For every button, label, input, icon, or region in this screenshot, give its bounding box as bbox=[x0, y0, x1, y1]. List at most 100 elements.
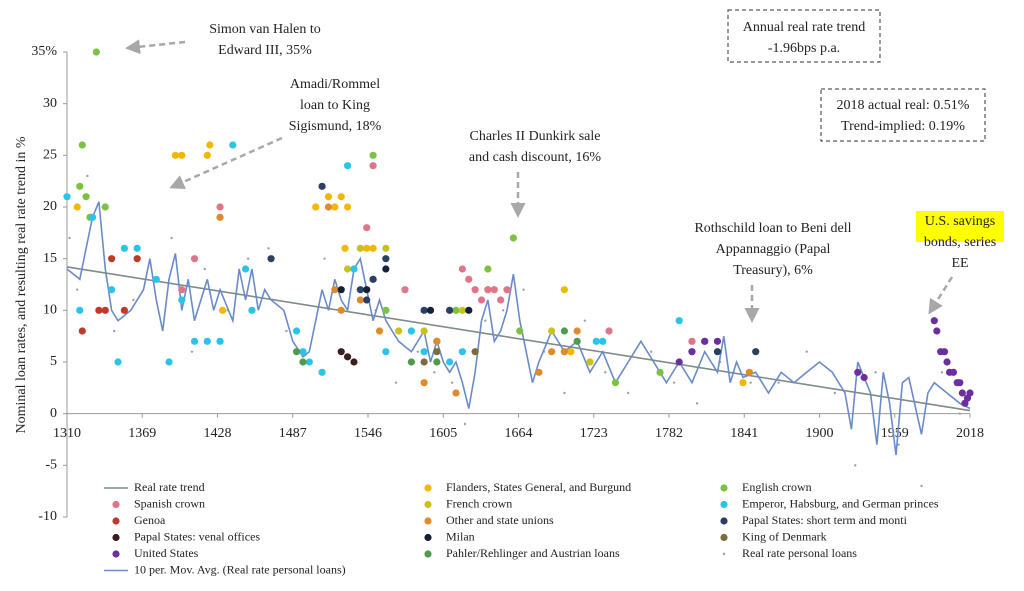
highlight bbox=[916, 211, 1004, 242]
annotation: Charles II Dunkirk sale bbox=[469, 129, 600, 144]
legend-swatch bbox=[722, 552, 726, 556]
point bbox=[420, 327, 428, 335]
small-point bbox=[484, 319, 487, 322]
point bbox=[120, 306, 128, 314]
x-tick-label: 1487 bbox=[279, 426, 307, 441]
point bbox=[341, 244, 349, 252]
small-point bbox=[626, 391, 630, 395]
point bbox=[369, 162, 377, 170]
small-point bbox=[68, 236, 71, 240]
point bbox=[78, 141, 86, 149]
small-point bbox=[501, 309, 505, 312]
point bbox=[312, 203, 320, 211]
small-point bbox=[805, 350, 808, 353]
x-tick-label: 1664 bbox=[505, 426, 533, 441]
annotation: Appannaggio (Papal bbox=[716, 242, 831, 257]
y-tick-label: 5 bbox=[50, 354, 57, 369]
small-point bbox=[695, 402, 699, 405]
small-point bbox=[583, 319, 587, 322]
point bbox=[101, 306, 109, 314]
legend-swatch bbox=[424, 533, 432, 542]
legend-swatch bbox=[720, 533, 728, 542]
small-point bbox=[433, 371, 436, 374]
point bbox=[343, 162, 352, 170]
point bbox=[382, 348, 390, 356]
small-point bbox=[897, 443, 900, 446]
y-tick-label: 35% bbox=[31, 44, 57, 59]
legend-label: English crown bbox=[742, 480, 812, 494]
small-point bbox=[285, 329, 288, 333]
x-tick-label: 1428 bbox=[204, 426, 232, 441]
line-series bbox=[66, 266, 971, 412]
point bbox=[73, 203, 81, 211]
x-tick-label: 1782 bbox=[655, 426, 683, 441]
annotation: loan to King bbox=[300, 98, 370, 113]
legend-label: Genoa bbox=[134, 513, 166, 527]
legend-swatch bbox=[720, 484, 728, 492]
point bbox=[356, 244, 364, 252]
point bbox=[76, 182, 84, 190]
point bbox=[350, 265, 358, 273]
small-point bbox=[203, 267, 206, 271]
point bbox=[203, 337, 211, 345]
point bbox=[484, 265, 492, 273]
point bbox=[63, 193, 71, 201]
small-point bbox=[749, 381, 752, 384]
point bbox=[713, 348, 722, 356]
point bbox=[331, 286, 339, 294]
point bbox=[216, 203, 224, 211]
legend-label: French crown bbox=[446, 496, 512, 510]
x-tick-label: 1723 bbox=[580, 426, 608, 441]
point bbox=[382, 265, 390, 273]
small-point bbox=[416, 350, 419, 353]
point bbox=[248, 306, 256, 314]
annotation: U.S. savings bbox=[925, 214, 995, 229]
annotation: Trend-implied: 0.19% bbox=[841, 119, 965, 134]
legend-swatch bbox=[112, 500, 120, 509]
point bbox=[452, 306, 460, 314]
point bbox=[860, 373, 868, 382]
legend-label: Emperor, Habsburg, and German princes bbox=[742, 496, 939, 510]
point bbox=[484, 286, 492, 294]
point bbox=[171, 151, 180, 159]
point bbox=[343, 203, 352, 211]
point bbox=[420, 379, 428, 387]
point bbox=[426, 306, 435, 314]
annotation: EE bbox=[951, 256, 968, 271]
point bbox=[458, 306, 466, 314]
point bbox=[190, 255, 199, 263]
legend-swatch bbox=[112, 517, 120, 525]
legend-label: 10 per. Mov. Avg. (Real rate personal lo… bbox=[134, 562, 346, 576]
small-point bbox=[777, 381, 780, 384]
y-tick-label: 20 bbox=[43, 199, 57, 214]
y-tick-label: 0 bbox=[50, 406, 57, 421]
point bbox=[548, 327, 556, 335]
point bbox=[688, 348, 696, 356]
y-tick-label: 30 bbox=[43, 96, 57, 111]
point bbox=[573, 337, 581, 345]
point bbox=[216, 337, 224, 345]
point bbox=[966, 389, 974, 397]
legend-label: King of Denmark bbox=[742, 529, 827, 543]
point bbox=[611, 379, 620, 387]
point bbox=[375, 327, 384, 335]
legend-swatch bbox=[112, 550, 120, 558]
point bbox=[343, 265, 352, 273]
point bbox=[165, 358, 173, 366]
legend-label: Papal States: short term and monti bbox=[742, 513, 908, 527]
point bbox=[446, 358, 454, 366]
point bbox=[299, 358, 307, 366]
point bbox=[509, 234, 517, 242]
y-tick-label: 10 bbox=[43, 303, 57, 318]
point bbox=[433, 358, 441, 366]
legend-label: Papal States: venal offices bbox=[134, 529, 260, 543]
small-point bbox=[394, 381, 398, 384]
point bbox=[382, 255, 390, 263]
point bbox=[337, 193, 345, 201]
small-point bbox=[267, 247, 270, 250]
point bbox=[133, 255, 141, 263]
annotation: Treasury), 6% bbox=[733, 263, 813, 278]
x-tick-label: 1369 bbox=[128, 426, 156, 441]
point bbox=[337, 348, 345, 356]
point bbox=[433, 348, 441, 356]
